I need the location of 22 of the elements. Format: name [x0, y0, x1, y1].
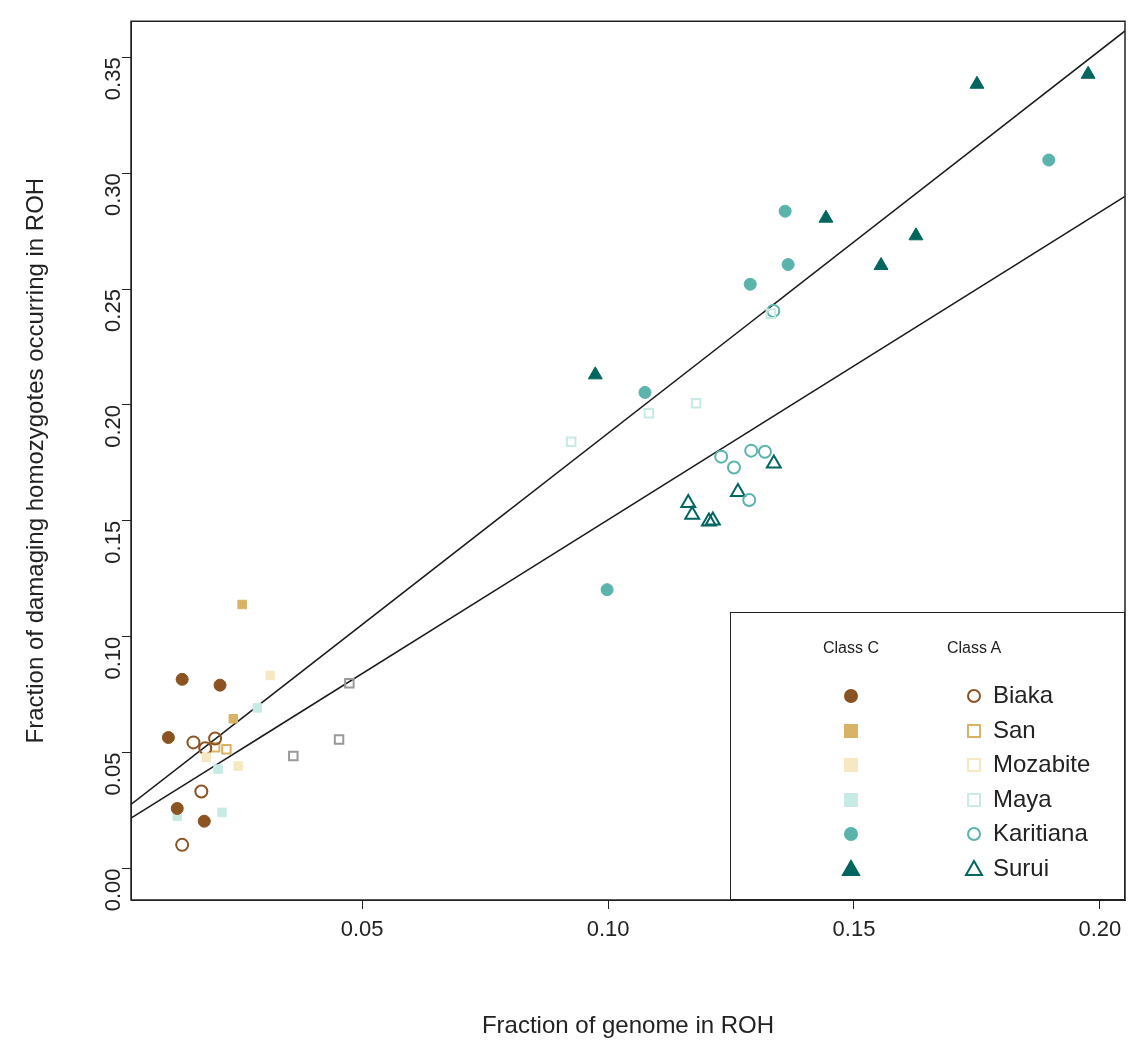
x-tick-label: 0.15	[832, 916, 876, 942]
x-axis-title: Fraction of genome in ROH	[481, 1011, 775, 1039]
legend-label: San	[993, 715, 1036, 744]
y-tick-label: 0.15	[100, 520, 126, 564]
x-tick-label: 0.10	[586, 916, 630, 942]
legend-label: Surui	[993, 854, 1050, 882]
y-tick-label: 0.30	[100, 173, 126, 217]
y-tick-label: 0.25	[100, 289, 126, 332]
y-axis-title: Fraction of damaging homozygotes occurring in ROH	[21, 177, 49, 744]
legend-label: Biaka	[993, 681, 1054, 709]
x-tick-label: 0.05	[340, 916, 384, 942]
annotation: Class A	[945, 639, 1003, 657]
x-tick-label: 0.20	[1078, 916, 1122, 942]
y-tick-label: 0.20	[100, 404, 126, 448]
legend-label: Mozabite	[993, 750, 1091, 779]
y-tick-label: 0.35	[100, 57, 126, 101]
y-tick-label: 0.05	[100, 752, 126, 796]
annotation: Class C	[822, 639, 880, 657]
y-tick-label: 0.00	[100, 868, 126, 912]
legend-label: Maya	[993, 784, 1052, 813]
legend-label: Karitiana	[993, 819, 1088, 848]
y-tick-label: 0.10	[100, 636, 126, 680]
